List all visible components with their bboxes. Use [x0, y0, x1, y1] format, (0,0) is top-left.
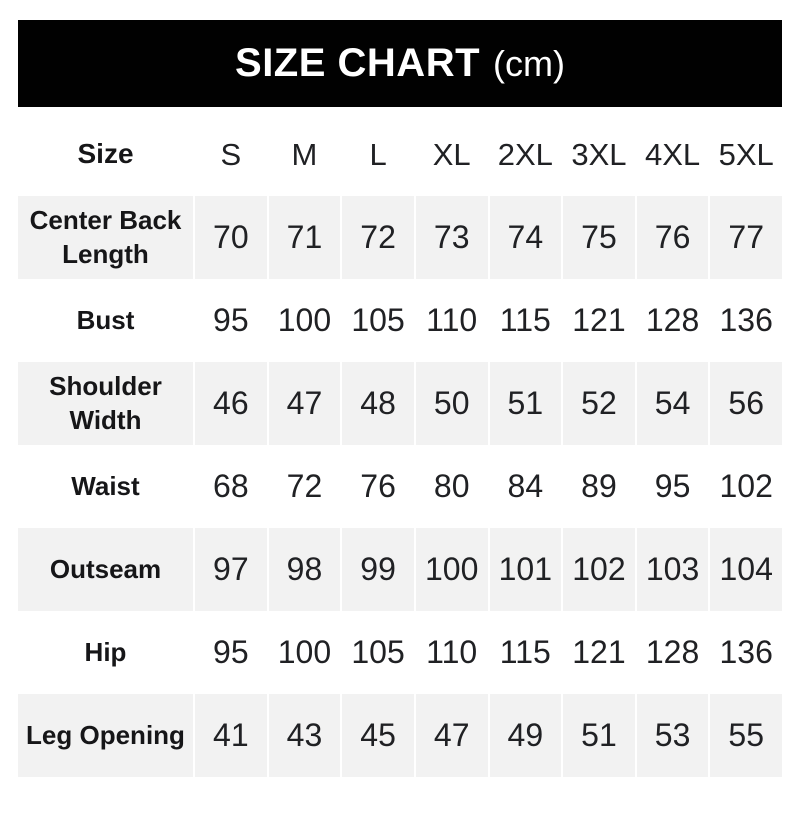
value-cell: 115	[489, 279, 562, 362]
value-cell: 75	[563, 196, 635, 279]
value-cell: 70	[195, 196, 267, 279]
title-bar: SIZE CHART (cm)	[18, 20, 782, 107]
table-header-row: Size S M L XL 2XL 3XL 4XL 5XL	[18, 113, 782, 196]
value-cell: 105	[342, 611, 414, 694]
value-cell: 41	[195, 694, 267, 777]
column-header-cell: 4XL	[636, 113, 709, 196]
size-header-cell: Size	[18, 113, 193, 196]
value-cell: 48	[342, 362, 414, 445]
value-cell: 121	[563, 279, 635, 362]
value-cell: 71	[268, 196, 341, 279]
value-cell: 77	[710, 196, 782, 279]
value-cell: 80	[415, 445, 488, 528]
table-row: Leg Opening 41 43 45 47 49 51 53 55	[18, 694, 782, 777]
value-cell: 45	[342, 694, 414, 777]
value-cell: 52	[563, 362, 635, 445]
value-cell: 74	[489, 196, 562, 279]
value-cell: 47	[415, 694, 488, 777]
value-cell: 84	[489, 445, 562, 528]
column-header-cell: S	[195, 113, 267, 196]
value-cell: 128	[636, 279, 709, 362]
value-cell: 50	[415, 362, 488, 445]
value-cell: 72	[268, 445, 341, 528]
title-main-text: SIZE CHART	[235, 41, 481, 85]
value-cell: 51	[489, 362, 562, 445]
column-header-cell: 5XL	[710, 113, 782, 196]
row-label-cell: Bust	[18, 279, 193, 362]
row-label-cell: Waist	[18, 445, 193, 528]
value-cell: 54	[636, 362, 709, 445]
row-label-cell: Center Back Length	[18, 196, 193, 279]
value-cell: 136	[710, 279, 782, 362]
row-label-cell: Leg Opening	[18, 694, 193, 777]
row-label-cell: Shoulder Width	[18, 362, 193, 445]
column-header-cell: 2XL	[489, 113, 562, 196]
table-row: Waist 68 72 76 80 84 89 95 102	[18, 445, 782, 528]
value-cell: 95	[195, 279, 267, 362]
value-cell: 72	[342, 196, 414, 279]
table-row: Outseam 97 98 99 100 101 102 103 104	[18, 528, 782, 611]
value-cell: 100	[268, 611, 341, 694]
value-cell: 104	[710, 528, 782, 611]
value-cell: 73	[415, 196, 488, 279]
value-cell: 110	[415, 279, 488, 362]
value-cell: 102	[563, 528, 635, 611]
size-chart-page: SIZE CHART (cm) Size S M L XL 2XL 3XL 4XL 5XL Cen…	[0, 20, 800, 777]
value-cell: 100	[268, 279, 341, 362]
table-row: Shoulder Width 46 47 48 50 51 52 54 56	[18, 362, 782, 445]
table-row: Bust 95 100 105 110 115 121 128 136	[18, 279, 782, 362]
page-title: SIZE CHART (cm)	[235, 41, 565, 86]
value-cell: 95	[636, 445, 709, 528]
value-cell: 110	[415, 611, 488, 694]
value-cell: 46	[195, 362, 267, 445]
value-cell: 76	[342, 445, 414, 528]
value-cell: 97	[195, 528, 267, 611]
title-unit-text: (cm)	[493, 43, 565, 84]
value-cell: 121	[563, 611, 635, 694]
value-cell: 100	[415, 528, 488, 611]
column-header-cell: XL	[415, 113, 488, 196]
value-cell: 101	[489, 528, 562, 611]
value-cell: 98	[268, 528, 341, 611]
value-cell: 53	[636, 694, 709, 777]
value-cell: 89	[563, 445, 635, 528]
row-label-cell: Hip	[18, 611, 193, 694]
value-cell: 105	[342, 279, 414, 362]
value-cell: 51	[563, 694, 635, 777]
column-header-cell: M	[268, 113, 341, 196]
value-cell: 76	[636, 196, 709, 279]
value-cell: 115	[489, 611, 562, 694]
value-cell: 136	[710, 611, 782, 694]
value-cell: 102	[710, 445, 782, 528]
value-cell: 56	[710, 362, 782, 445]
row-label-cell: Outseam	[18, 528, 193, 611]
value-cell: 95	[195, 611, 267, 694]
value-cell: 99	[342, 528, 414, 611]
value-cell: 128	[636, 611, 709, 694]
table-row: Hip 95 100 105 110 115 121 128 136	[18, 611, 782, 694]
value-cell: 43	[268, 694, 341, 777]
size-table: Size S M L XL 2XL 3XL 4XL 5XL Center Back Length 7…	[18, 113, 782, 777]
value-cell: 68	[195, 445, 267, 528]
value-cell: 49	[489, 694, 562, 777]
table-row: Center Back Length 70 71 72 73 74 75 76 77	[18, 196, 782, 279]
value-cell: 103	[636, 528, 709, 611]
column-header-cell: 3XL	[563, 113, 635, 196]
column-header-cell: L	[342, 113, 414, 196]
value-cell: 55	[710, 694, 782, 777]
value-cell: 47	[268, 362, 341, 445]
